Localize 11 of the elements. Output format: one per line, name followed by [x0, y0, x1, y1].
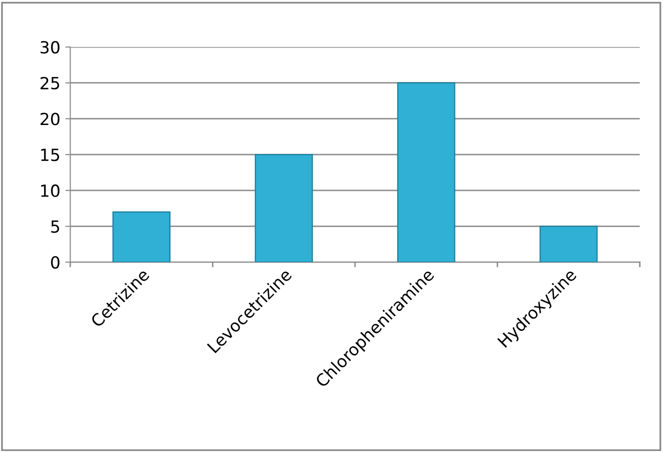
y-tick-label: 15 — [41, 148, 60, 162]
y-tick-label: 25 — [40, 76, 60, 90]
y-tick-label: 10 — [41, 184, 60, 198]
y-tick-label: 0 — [51, 256, 60, 269]
y-tick-label: 30 — [40, 40, 60, 54]
y-tick-label: 20 — [40, 112, 60, 126]
bar — [254, 154, 313, 262]
bar — [397, 82, 456, 262]
bar — [112, 211, 170, 262]
bar — [540, 226, 598, 262]
y-tick-label: 5 — [51, 220, 60, 233]
